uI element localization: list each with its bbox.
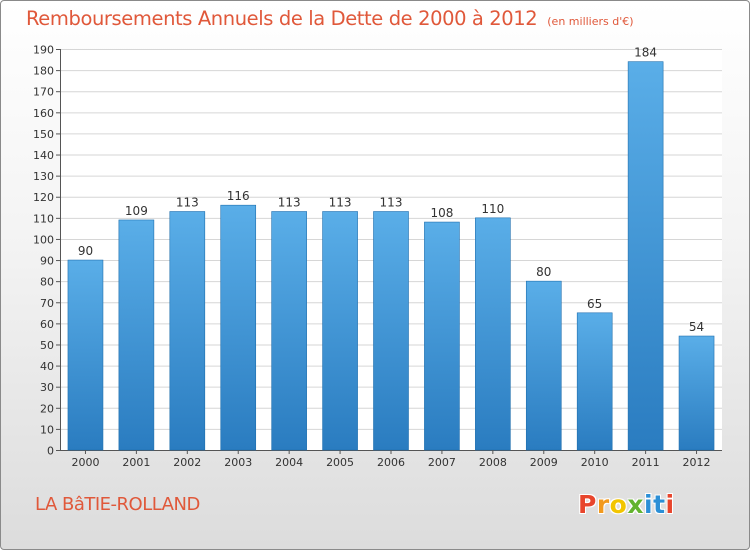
logo-letter: i: [665, 490, 675, 519]
x-tick-label: 2010: [581, 456, 609, 469]
proxiti-logo: Proxiti: [578, 490, 675, 519]
y-tick-label: 120: [33, 191, 54, 204]
bar: [576, 312, 613, 451]
y-tick-label: 10: [40, 423, 54, 436]
bar: [322, 211, 358, 451]
commune-name: LA BâTIE-ROLLAND: [35, 494, 200, 515]
x-tick-label: 2006: [377, 456, 405, 469]
y-tick-label: 90: [40, 255, 54, 268]
logo-letter: r: [596, 490, 610, 519]
data-label: 113: [329, 196, 352, 210]
x-tick-label: 2004: [275, 456, 303, 469]
bar: [169, 211, 206, 451]
x-tick-label: 2000: [71, 456, 99, 469]
data-label: 113: [380, 196, 403, 210]
bar: [678, 335, 715, 451]
y-tick-label: 190: [33, 44, 54, 57]
y-tick-label: 50: [40, 339, 54, 352]
logo-letter: i: [644, 490, 654, 519]
bar: [271, 211, 307, 451]
bar: [424, 221, 460, 451]
data-label: 110: [481, 202, 504, 216]
data-label: 184: [634, 46, 657, 60]
x-tick-label: 2009: [530, 456, 558, 469]
data-label: 116: [227, 189, 250, 203]
x-tick-label: 2005: [326, 456, 354, 469]
y-tick-label: 60: [40, 318, 54, 331]
logo-letter: P: [578, 490, 597, 519]
logo-letter: x: [627, 490, 644, 519]
data-label: 109: [125, 204, 148, 218]
y-tick-label: 40: [40, 360, 54, 373]
y-tick-label: 170: [33, 86, 54, 99]
y-tick-label: 100: [33, 233, 54, 246]
logo-letter: t: [653, 490, 666, 519]
x-tick-label: 2001: [122, 456, 150, 469]
bar: [475, 217, 511, 451]
x-tick-label: 2002: [173, 456, 201, 469]
logo-letter: o: [609, 490, 628, 519]
x-tick-label: 2007: [428, 456, 456, 469]
chart-title: Remboursements Annuels de la Dette de 20…: [26, 7, 634, 30]
y-tick-label: 70: [40, 297, 54, 310]
y-tick-label: 160: [33, 107, 54, 120]
y-tick-label: 80: [40, 276, 54, 289]
data-label: 80: [536, 265, 551, 279]
y-tick-label: 140: [33, 149, 54, 162]
data-label: 113: [176, 196, 199, 210]
y-tick-label: 110: [33, 212, 54, 225]
x-tick-label: 2008: [479, 456, 507, 469]
data-label: 90: [78, 244, 93, 258]
data-label: 113: [278, 196, 301, 210]
bar: [627, 61, 664, 451]
x-tick-label: 2011: [632, 456, 660, 469]
y-tick-label: 130: [33, 170, 54, 183]
x-tick-label: 2003: [224, 456, 252, 469]
bar: [525, 280, 562, 451]
x-tick-label: 2012: [683, 456, 711, 469]
data-label: 65: [587, 297, 602, 311]
bar: [67, 259, 104, 451]
y-tick-label: 30: [40, 381, 54, 394]
bar: [373, 211, 409, 451]
y-tick-label: 20: [40, 402, 54, 415]
data-label: 54: [689, 320, 704, 334]
chart-subtitle: (en milliers d'€): [547, 15, 634, 28]
data-label: 108: [430, 206, 453, 220]
y-tick-label: 150: [33, 128, 54, 141]
chart-title-text: Remboursements Annuels de la Dette de 20…: [26, 7, 538, 30]
bar: [220, 204, 257, 451]
y-tick-label: 180: [33, 65, 54, 78]
y-tick-label: 0: [47, 445, 54, 458]
bar: [118, 219, 155, 451]
